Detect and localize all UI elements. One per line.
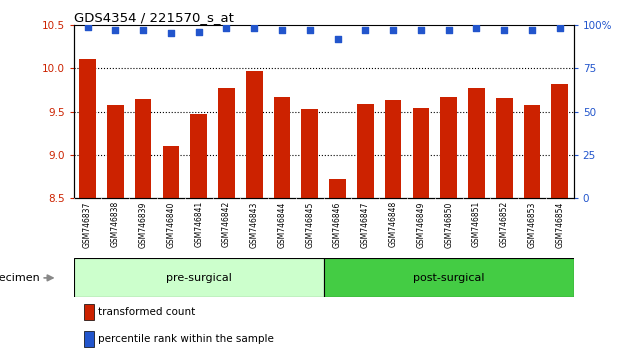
Text: GSM746853: GSM746853 [528, 201, 537, 248]
Text: GSM746850: GSM746850 [444, 201, 453, 248]
Text: GSM746846: GSM746846 [333, 201, 342, 248]
Point [194, 29, 204, 35]
FancyBboxPatch shape [324, 258, 574, 297]
Point [499, 27, 510, 33]
Point [249, 25, 260, 31]
Bar [246, 71, 263, 198]
Point [360, 27, 370, 33]
Point [277, 27, 287, 33]
Point [444, 27, 454, 33]
Text: GSM746843: GSM746843 [250, 201, 259, 248]
Bar [551, 84, 568, 198]
Bar [163, 146, 179, 198]
Bar [218, 88, 235, 198]
Text: GSM746851: GSM746851 [472, 201, 481, 247]
Text: GSM746849: GSM746849 [417, 201, 426, 248]
Point [388, 27, 398, 33]
Bar [413, 108, 429, 198]
Point [221, 25, 231, 31]
Text: GSM746841: GSM746841 [194, 201, 203, 247]
Point [527, 27, 537, 33]
Point [166, 30, 176, 36]
Point [416, 27, 426, 33]
Text: GSM746839: GSM746839 [138, 201, 147, 248]
Bar [468, 88, 485, 198]
Text: GSM746847: GSM746847 [361, 201, 370, 248]
Text: GSM746840: GSM746840 [167, 201, 176, 248]
Bar [274, 97, 290, 198]
Point [333, 36, 343, 41]
Point [554, 25, 565, 31]
Bar [524, 105, 540, 198]
Bar [496, 98, 513, 198]
Text: percentile rank within the sample: percentile rank within the sample [97, 334, 274, 344]
Bar [329, 179, 346, 198]
Point [83, 24, 93, 29]
Text: GSM746845: GSM746845 [305, 201, 314, 248]
Bar [190, 114, 207, 198]
Text: transformed count: transformed count [97, 307, 195, 317]
Text: specimen: specimen [0, 273, 40, 283]
FancyBboxPatch shape [74, 258, 324, 297]
Bar [301, 109, 318, 198]
Bar [79, 59, 96, 198]
Point [110, 27, 121, 33]
Bar [357, 104, 374, 198]
Bar [84, 331, 94, 347]
Text: GSM746844: GSM746844 [278, 201, 287, 248]
Point [304, 27, 315, 33]
Bar [84, 304, 94, 320]
Text: GSM746854: GSM746854 [555, 201, 564, 248]
Text: pre-surgical: pre-surgical [166, 273, 231, 283]
Text: GSM746848: GSM746848 [388, 201, 397, 247]
Text: GSM746838: GSM746838 [111, 201, 120, 247]
Bar [107, 105, 124, 198]
Bar [385, 100, 401, 198]
Text: GSM746852: GSM746852 [500, 201, 509, 247]
Text: GSM746837: GSM746837 [83, 201, 92, 248]
Point [138, 27, 148, 33]
Point [471, 25, 481, 31]
Bar [135, 98, 151, 198]
Text: GDS4354 / 221570_s_at: GDS4354 / 221570_s_at [74, 11, 233, 24]
Text: post-surgical: post-surgical [413, 273, 485, 283]
Text: GSM746842: GSM746842 [222, 201, 231, 247]
Bar [440, 97, 457, 198]
